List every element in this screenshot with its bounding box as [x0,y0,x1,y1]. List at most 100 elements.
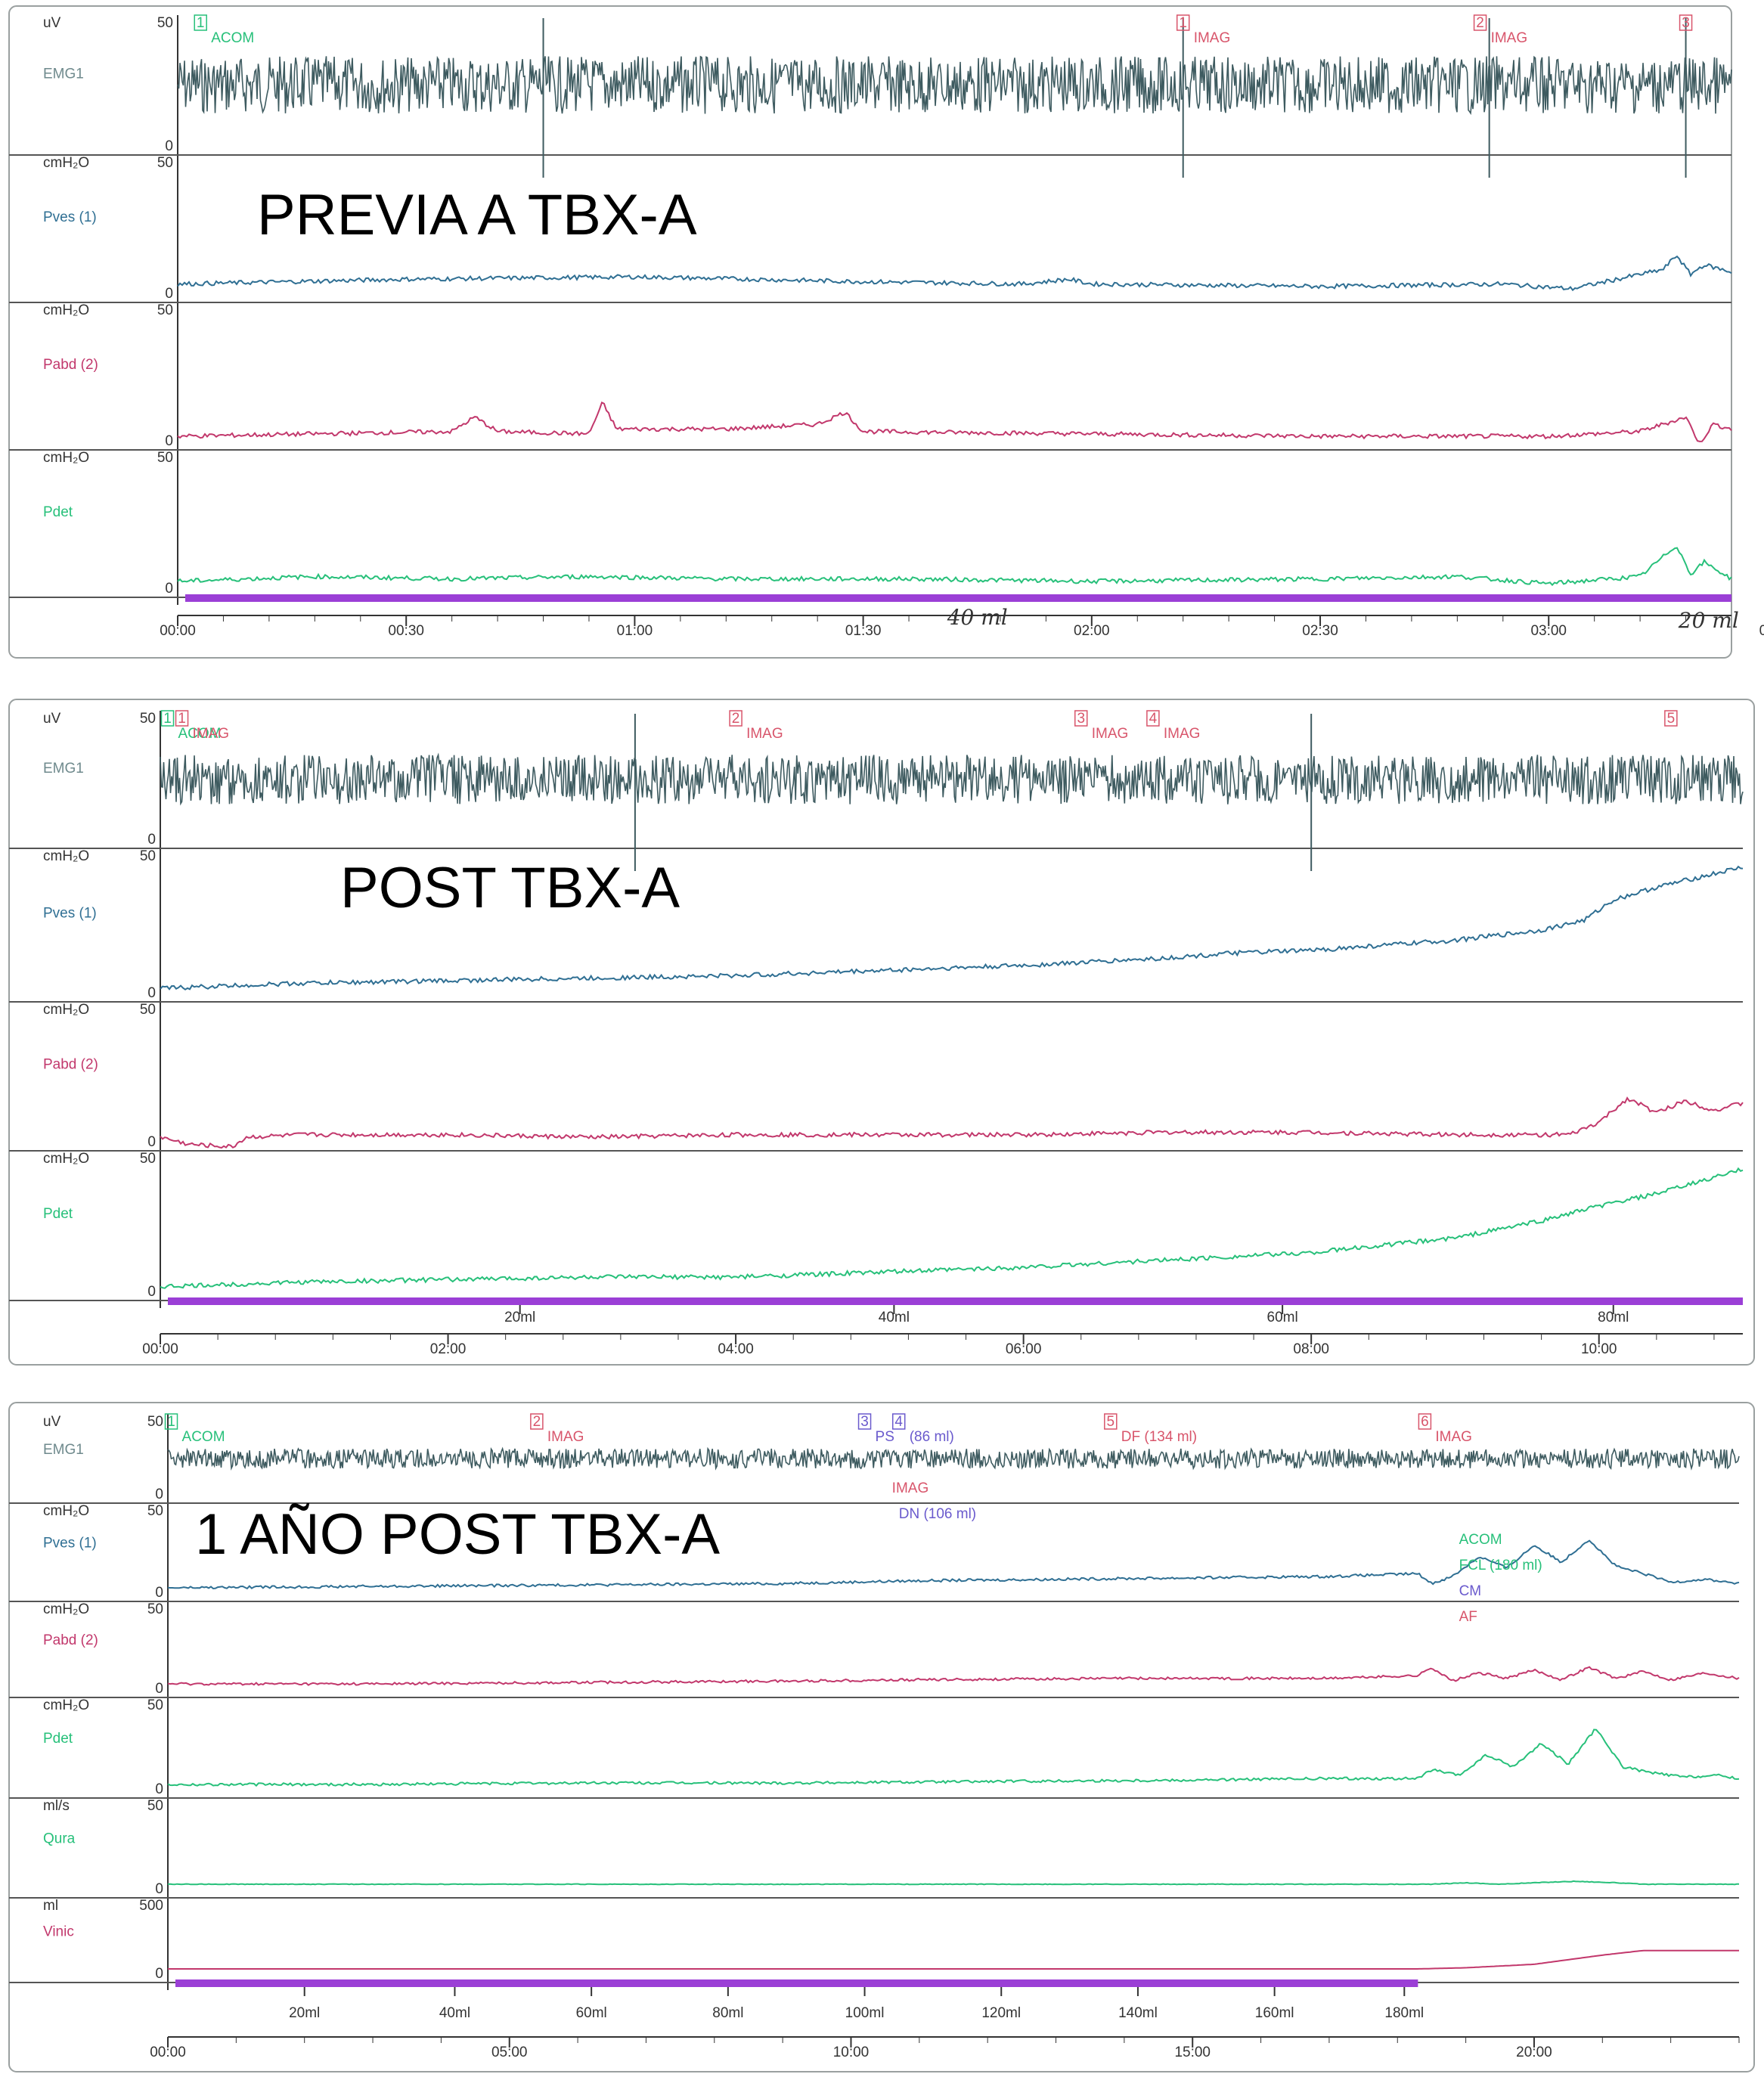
scale-top-label: 50 [147,1697,163,1713]
trace-pdet [177,547,1732,587]
channel-unit: cmH₂O [43,1697,89,1713]
channel-name: EMG1 [43,761,84,777]
event-number: 1 [163,711,172,727]
channel-pabd: cmH₂O 50 0 Pabd (2) [9,302,1732,451]
event-number: 3 [1077,711,1085,727]
event-number: 1 [178,711,186,727]
channel-pdet: cmH₂O 50 0 Pdet [9,1697,1740,1799]
event-marker [1418,1413,1432,1430]
channel-unit: cmH₂O [43,302,89,318]
time-tick-label: 01:00 [617,623,653,639]
event-number: 3 [860,1414,869,1430]
scale-top-label: 50 [157,155,173,171]
channel-unit: ml/s [43,1798,70,1814]
channel-name: Vinic [43,1924,74,1939]
channel-unit: cmH₂O [43,1002,89,1018]
time-tick-label: 02:30 [1302,623,1338,639]
event-number: 2 [533,1414,541,1430]
event-label: IMAG [547,1429,584,1445]
channel-unit: uV [43,15,61,31]
scale-top-label: 50 [147,1414,163,1430]
scale-bottom-label: 0 [155,1585,163,1601]
channel-pabd: cmH₂O 50 0 Pabd (2) [9,1601,1740,1698]
channel-pves: cmH₂O 50 0 Pves (1) [9,848,1744,1003]
event-annotation: CM [1459,1583,1482,1599]
time-tick-label: 08:00 [1293,1341,1329,1357]
scale-top-label: 50 [157,15,173,31]
channel-unit: cmH₂O [43,1601,89,1617]
trace-pves [160,865,1744,990]
trace-vinfus [168,1949,1739,1970]
channel-name: Pdet [43,1206,73,1222]
scale-bottom-label: 0 [155,1966,163,1982]
time-tick-label: 00:00 [142,1341,178,1357]
time-tick-label: 02:00 [430,1341,467,1357]
scale-bottom-label: 0 [147,832,156,848]
time-tick-label: 03:00 [1530,623,1567,639]
volume-tick-label: 80ml [1598,1310,1629,1325]
event-label: ACOM [178,726,222,742]
time-tick-label: 00:30 [388,623,424,639]
scale-bottom-label: 0 [165,138,173,154]
event-label: ACOM [182,1429,225,1445]
panel-title: POST TBX-A [340,856,680,920]
volume-tick-label: 40ml [439,2005,470,2021]
channel-name: Pves (1) [43,905,97,921]
event-number: 3 [1682,15,1690,31]
channel-name: Qura [43,1831,76,1846]
event-label: IMAG [1092,726,1129,742]
volume-note-left: 40 ml [947,605,1008,630]
infusion-bar [168,1297,1743,1305]
channel-pves: cmH₂O 50 0 Pves (1) [9,155,1732,303]
scale-bottom-label: 0 [155,1881,163,1897]
channel-unit: ml [43,1898,58,1914]
event-label: DF (134 ml) [1121,1429,1197,1445]
scale-top-label: 50 [140,711,156,727]
event-marker [164,1413,178,1430]
time-tick-label: 10:00 [1581,1341,1617,1357]
channel-unit: cmH₂O [43,155,89,171]
scale-bottom-label: 0 [147,1134,156,1150]
panel-frame [8,1402,1755,2072]
volume-tick-label: 80ml [712,2005,743,2021]
infusion-bar [175,1979,1418,1987]
trace-pves [177,255,1732,292]
scale-top-label: 50 [140,1151,156,1167]
time-tick-label: 00:00 [150,2045,186,2060]
channel-unit: cmH₂O [43,450,89,466]
channel-name: EMG1 [43,1442,84,1458]
event-marker [891,1413,906,1430]
volume-tick-label: 160ml [1255,2005,1294,2021]
volume-tick-label: 100ml [845,2005,885,2021]
scale-top-label: 50 [147,1601,163,1617]
time-tick-label: 04:00 [718,1341,754,1357]
volume-tick-label: 60ml [576,2005,607,2021]
event-marker [530,1413,544,1430]
event-label: PS [876,1429,894,1445]
event-marker [857,1413,872,1430]
scale-top-label: 50 [157,450,173,466]
panel-frame [8,699,1755,1366]
trace-pabd [167,1666,1740,1686]
trace-pves [167,1539,1740,1590]
event-marker [1146,710,1160,727]
channel-name: Pdet [43,1731,73,1747]
channel-unit: cmH₂O [43,848,89,864]
event-annotation: IMAG [892,1480,929,1496]
emg-trace [177,55,1732,116]
event-number: 4 [894,1414,903,1430]
scale-top-label: 50 [147,1798,163,1814]
volume-tick-label: 20ml [504,1310,535,1325]
channel-pabd: cmH₂O 50 0 Pabd (2) [9,1002,1744,1152]
scale-bottom-label: 0 [155,1781,163,1797]
time-tick-label: 05:00 [491,2045,528,2060]
channel-qura: ml/s 50 0 Qura [9,1798,1740,1899]
event-marker [1679,14,1693,31]
channel-name: Pves (1) [43,209,97,225]
scale-bottom-label: 0 [165,581,173,597]
